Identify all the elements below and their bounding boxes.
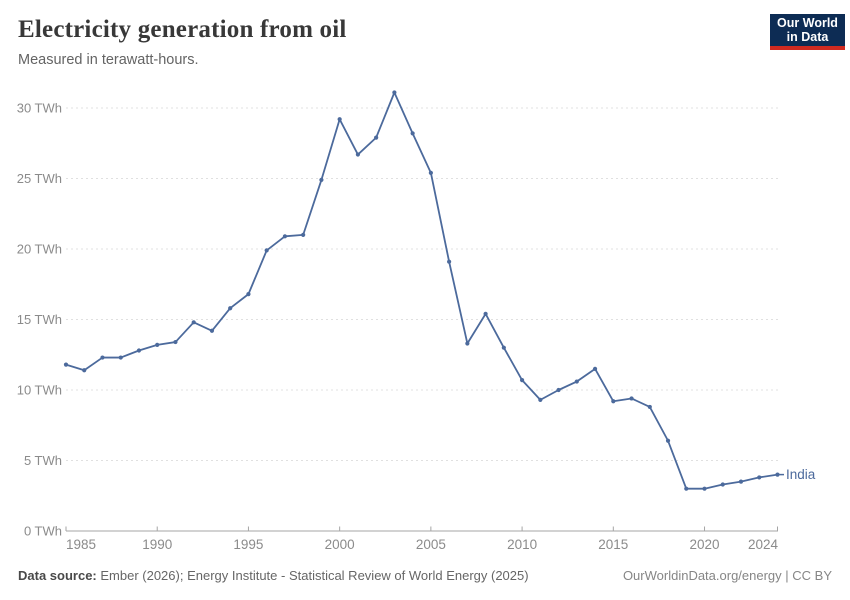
data-point[interactable] <box>519 378 525 383</box>
data-point[interactable] <box>264 248 269 253</box>
data-point[interactable] <box>155 342 160 347</box>
data-point[interactable] <box>757 475 762 480</box>
data-point[interactable] <box>447 259 452 264</box>
data-point[interactable] <box>702 486 707 491</box>
chart-subtitle: Measured in terawatt-hours. <box>18 52 199 68</box>
data-point[interactable] <box>118 355 123 360</box>
owid-logo[interactable]: Our World in Data <box>770 14 845 50</box>
data-point[interactable] <box>556 387 561 393</box>
data-point[interactable] <box>665 438 671 443</box>
y-tick-label: 0 TWh <box>24 524 62 539</box>
series-label: India <box>786 467 816 482</box>
y-tick-label: 25 TWh <box>17 171 62 186</box>
credit-link[interactable]: OurWorldinData.org/energy | CC BY <box>622 568 832 583</box>
chart-title: Electricity generation from oil <box>18 16 347 43</box>
data-point[interactable] <box>209 328 215 333</box>
y-tick-label: 5 TWh <box>24 453 62 468</box>
y-tick-label: 20 TWh <box>17 242 62 257</box>
x-tick-label: 2020 <box>690 537 720 552</box>
data-point[interactable] <box>173 339 178 345</box>
x-tick-label: 1995 <box>233 537 263 552</box>
x-tick-label: 2010 <box>507 537 537 552</box>
data-point[interactable] <box>136 348 142 353</box>
data-point[interactable] <box>538 397 543 402</box>
y-tick-label: 10 TWh <box>17 383 62 398</box>
data-point[interactable] <box>319 177 324 183</box>
data-point[interactable] <box>301 232 306 237</box>
data-point[interactable] <box>337 117 342 122</box>
data-point[interactable] <box>63 362 69 367</box>
data-point[interactable] <box>374 135 379 140</box>
data-source-label: Data source: <box>18 568 97 583</box>
owid-logo-line2: in Data <box>786 30 829 44</box>
data-point[interactable] <box>720 482 725 487</box>
data-point[interactable] <box>428 170 433 175</box>
data-point[interactable] <box>410 131 415 136</box>
data-point[interactable] <box>282 234 288 239</box>
data-point[interactable] <box>191 320 196 325</box>
data-point[interactable] <box>465 341 470 346</box>
y-tick-label: 30 TWh <box>17 101 62 116</box>
data-point[interactable] <box>629 396 634 401</box>
data-point[interactable] <box>592 366 598 371</box>
y-tick-label: 15 TWh <box>17 312 62 327</box>
owid-logo-line1: Our World <box>777 16 838 30</box>
data-point[interactable] <box>100 355 105 360</box>
data-point[interactable] <box>574 379 579 384</box>
data-point[interactable] <box>355 152 360 157</box>
data-point[interactable] <box>647 404 652 410</box>
x-tick-label: 2015 <box>598 537 628 552</box>
data-point[interactable] <box>775 472 780 477</box>
data-point[interactable] <box>392 90 397 95</box>
data-point[interactable] <box>738 479 744 484</box>
data-point[interactable] <box>82 368 87 373</box>
data-point[interactable] <box>246 292 251 297</box>
data-point[interactable] <box>483 311 488 316</box>
data-point[interactable] <box>611 399 616 404</box>
data-point[interactable] <box>501 345 506 350</box>
x-tick-label: 2005 <box>416 537 446 552</box>
data-point[interactable] <box>228 306 233 311</box>
data-point[interactable] <box>684 486 689 491</box>
x-tick-label: 2000 <box>325 537 355 552</box>
data-source-text: Ember (2026); Energy Institute - Statist… <box>96 568 529 583</box>
x-tick-label: 2024 <box>748 537 779 552</box>
x-tick-label: 1985 <box>66 537 96 552</box>
chart-footer: Data source: Ember (2026); Energy Instit… <box>18 568 832 583</box>
data-source-note: Data source: Ember (2026); Energy Instit… <box>18 568 529 583</box>
x-tick-label: 1990 <box>142 537 172 552</box>
data-line[interactable] <box>65 91 779 490</box>
